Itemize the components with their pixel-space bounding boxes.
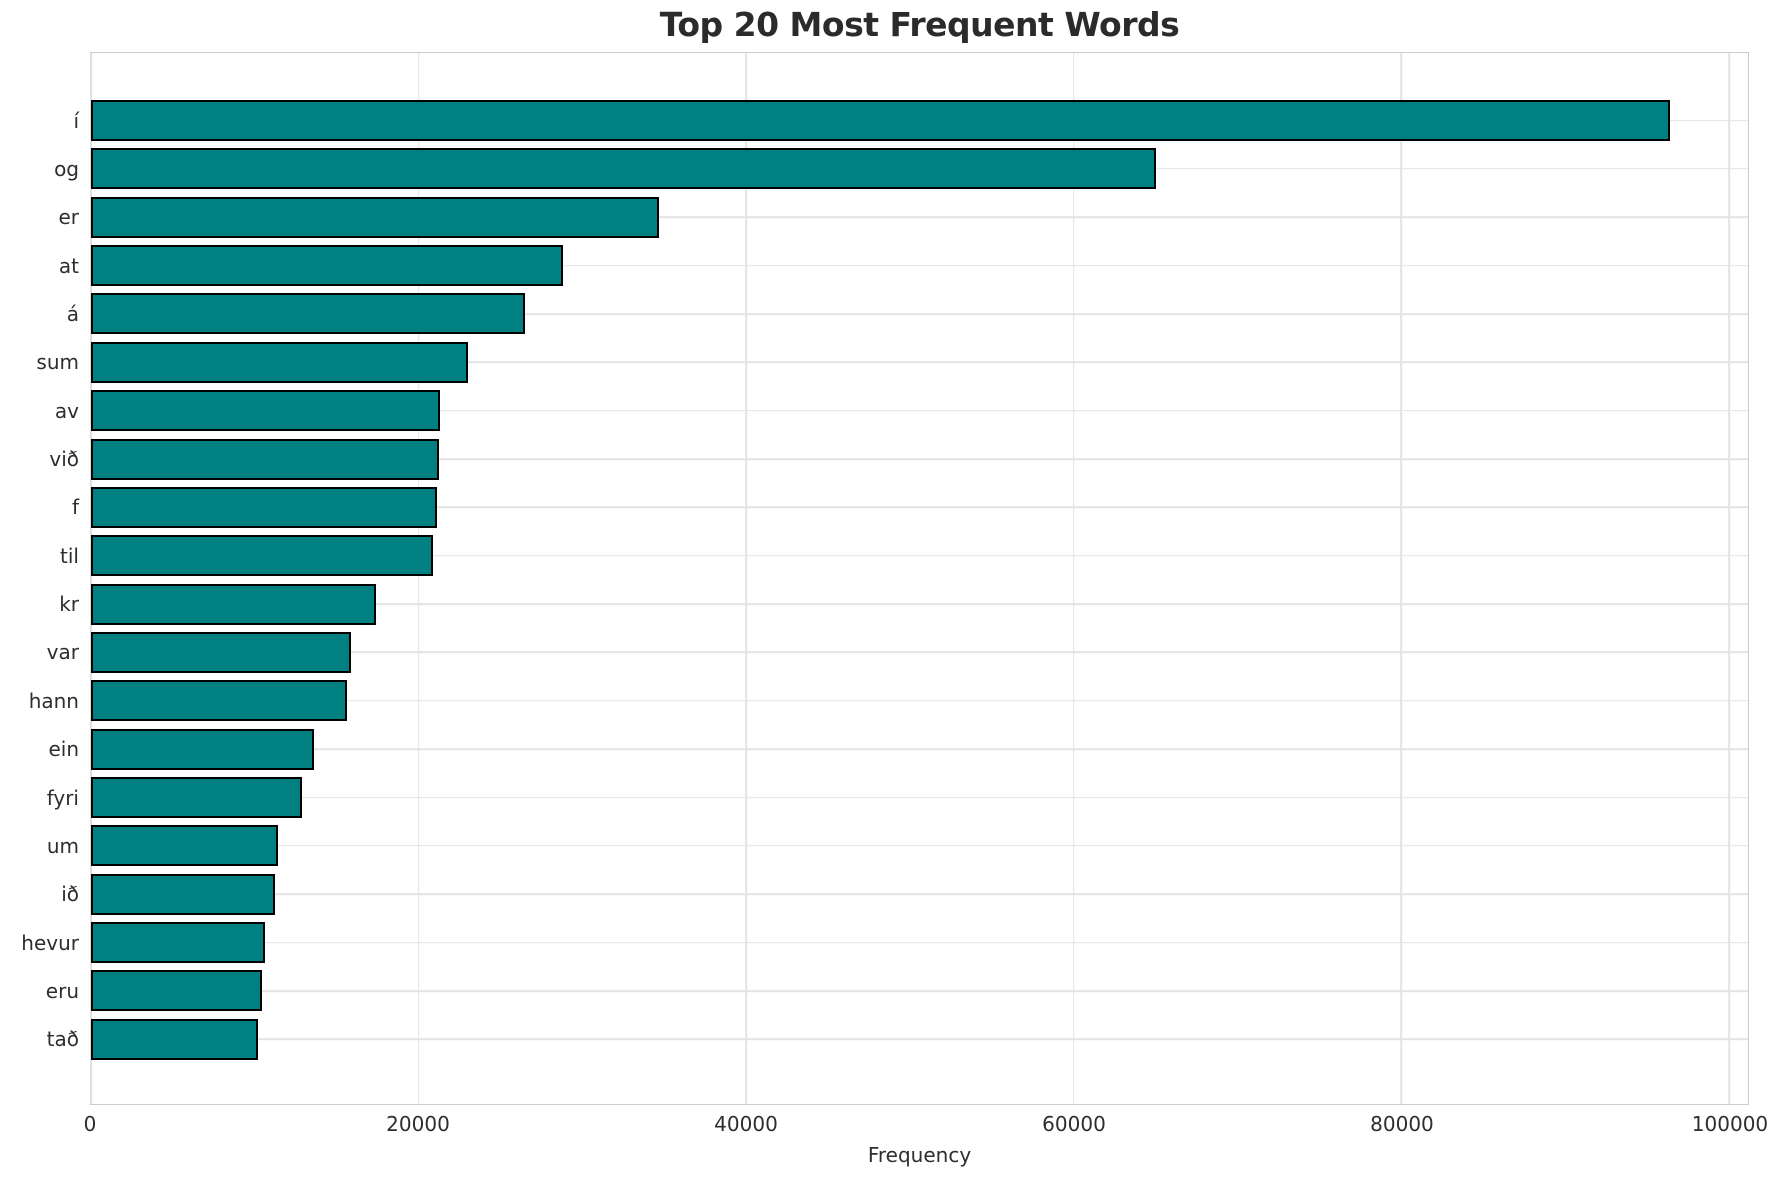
h-gridline xyxy=(91,506,1748,509)
bar-row: og xyxy=(54,148,1748,190)
y-tick-label: av xyxy=(54,398,79,423)
y-tick-label: er xyxy=(58,205,79,230)
bar xyxy=(91,1018,259,1060)
y-tick-label: ein xyxy=(48,737,79,762)
y-tick-label: tað xyxy=(46,1027,79,1052)
bar-rows: í og er at á sum av við f til kr var hann ein fyri um ið… xyxy=(21,100,1748,1060)
bar xyxy=(91,873,276,915)
y-tick-label: hevur xyxy=(21,930,79,955)
plot-area: í og er at á sum av við f til kr var hann ein fyri um ið… xyxy=(21,52,1749,1105)
bar xyxy=(91,535,434,577)
bar-row: hevur xyxy=(21,922,1748,964)
v-gridline xyxy=(90,53,92,1104)
bar-row: um xyxy=(47,825,1748,867)
h-gridline xyxy=(91,361,1748,364)
bar-row: ið xyxy=(61,873,1748,915)
bar xyxy=(91,922,265,964)
y-tick-label: eru xyxy=(45,978,79,1003)
h-gridline xyxy=(91,700,1748,702)
bar xyxy=(91,196,660,238)
h-gridline xyxy=(91,216,1748,219)
chart-title: Top 20 Most Frequent Words xyxy=(659,5,1180,44)
bar-row: sum xyxy=(36,341,1748,383)
bar xyxy=(91,486,437,528)
h-gridline xyxy=(91,748,1748,750)
bar-row: er xyxy=(58,196,1748,238)
bar xyxy=(91,293,526,335)
h-gridline xyxy=(91,651,1748,654)
h-gridline xyxy=(91,796,1748,799)
v-gridline xyxy=(417,53,420,1104)
bar xyxy=(91,100,1671,141)
y-tick-label: kr xyxy=(59,592,79,617)
y-tick-label: hann xyxy=(28,688,79,713)
h-gridline xyxy=(91,603,1748,605)
bar xyxy=(91,680,347,722)
bar-row: at xyxy=(59,245,1748,287)
bar xyxy=(91,631,352,673)
bar xyxy=(91,390,440,432)
bar-row: eru xyxy=(46,970,1748,1012)
y-tick-label: til xyxy=(60,543,79,568)
x-tick-label: 60000 xyxy=(1042,1112,1106,1136)
y-tick-label: í xyxy=(73,108,79,133)
bar xyxy=(91,728,314,770)
y-tick-label: fyri xyxy=(46,785,79,810)
y-tick-label: við xyxy=(49,447,79,472)
y-tick-label: ið xyxy=(61,882,79,907)
y-tick-label: um xyxy=(46,833,79,858)
v-gridline xyxy=(1073,53,1075,1104)
y-tick-label: á xyxy=(66,301,79,326)
h-gridline xyxy=(91,990,1748,992)
v-gridline xyxy=(1728,53,1730,1104)
bar-row: hann xyxy=(29,680,1748,722)
bar xyxy=(91,148,1156,190)
bar xyxy=(91,777,303,819)
h-gridline xyxy=(91,1038,1748,1041)
x-tick-label: 40000 xyxy=(714,1112,778,1136)
bar-row: í xyxy=(73,100,1748,141)
h-gridline xyxy=(91,409,1748,412)
bar-row: var xyxy=(47,631,1748,673)
bar-row: til xyxy=(60,535,1748,577)
bar-row: við xyxy=(49,438,1748,480)
bar-row: ein xyxy=(48,728,1748,770)
y-tick-label: var xyxy=(46,640,79,665)
bar xyxy=(91,583,376,625)
h-gridline xyxy=(91,941,1748,944)
x-tick-label: 80000 xyxy=(1370,1112,1434,1136)
bar xyxy=(91,245,563,287)
h-gridline xyxy=(91,264,1748,267)
h-gridline xyxy=(91,458,1748,460)
h-gridline xyxy=(91,893,1748,896)
y-tick-label: at xyxy=(58,253,79,278)
x-tick-label: 100000 xyxy=(1691,1112,1769,1136)
bar xyxy=(91,970,263,1012)
h-gridline xyxy=(91,845,1748,847)
h-gridline xyxy=(91,313,1748,315)
y-tick-label: f xyxy=(71,495,79,520)
y-tick-label: sum xyxy=(36,350,79,375)
bar-row: kr xyxy=(59,583,1748,625)
bar-row: á xyxy=(67,293,1748,335)
bar xyxy=(91,825,278,867)
y-tick-label: og xyxy=(54,156,79,181)
x-axis-label: Frequency xyxy=(867,1143,972,1167)
x-gridlines xyxy=(90,53,1748,1104)
bar xyxy=(91,438,440,480)
bar-row: fyri xyxy=(47,777,1748,819)
x-tick-label: 0 xyxy=(83,1112,97,1136)
bar-row: f xyxy=(72,486,1748,528)
v-gridline xyxy=(745,53,747,1104)
bar xyxy=(91,341,468,383)
bar-row: tað xyxy=(47,1018,1748,1060)
v-gridline xyxy=(1400,53,1403,1104)
x-tick-label: 20000 xyxy=(386,1112,450,1136)
bar-row: av xyxy=(55,390,1748,432)
h-gridline xyxy=(91,554,1748,557)
x-axis-ticks: 0 20000 40000 60000 80000 100000 xyxy=(84,1112,1769,1140)
